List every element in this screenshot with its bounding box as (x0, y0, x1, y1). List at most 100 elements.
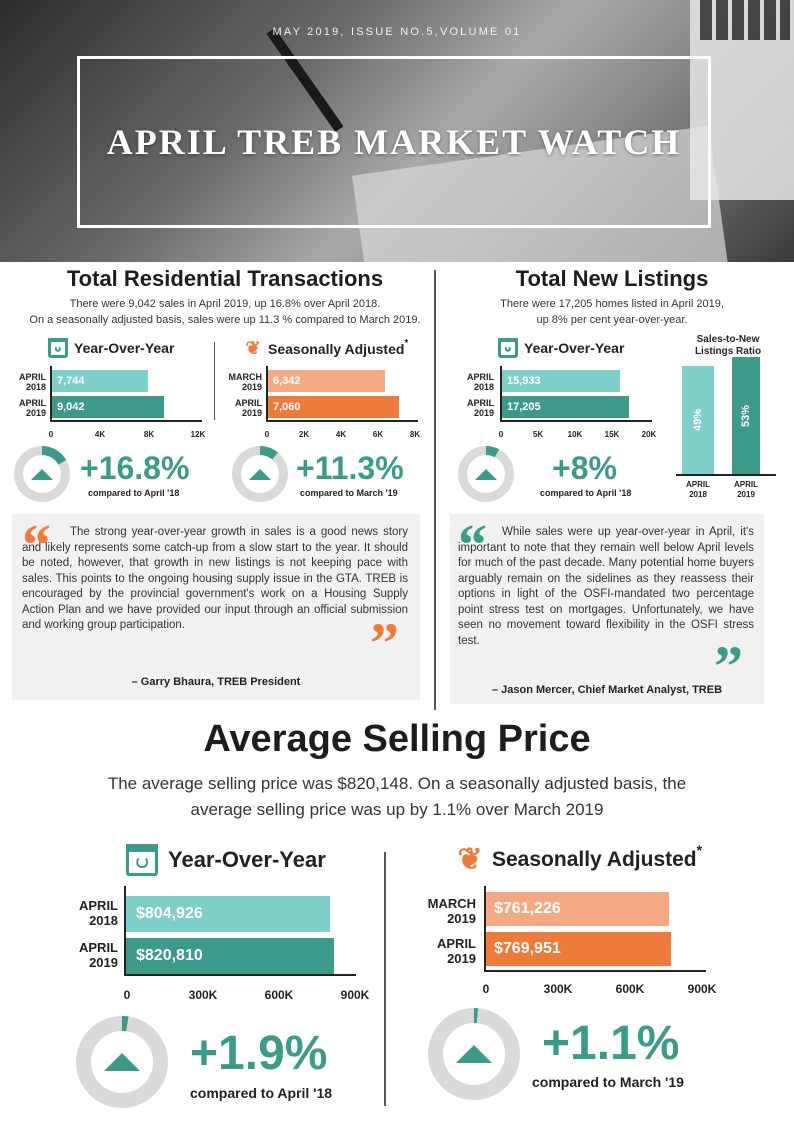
tr-sa-bar-april: 7,060 (268, 396, 399, 418)
title-frame: APRIL TREB MARKET WATCH (77, 56, 711, 228)
nl-yoy-tick: 5K (532, 430, 544, 439)
pr-sa-bar-april: $769,951 (486, 932, 671, 966)
tr-yoy-y-axis (50, 366, 52, 422)
pr-sa-x-axis (484, 970, 706, 972)
nl-yoy-bar-2019: 17,205 (502, 396, 629, 418)
tr-yoy-row2-label: APRIL 2019 (19, 398, 46, 418)
page-title: APRIL TREB MARKET WATCH (106, 122, 682, 162)
transactions-sa-heading-text: Seasonally Adjusted (268, 340, 405, 357)
tr-yoy-bar-2019: 9,042 (52, 396, 164, 418)
pr-sa-percent: +1.1% (542, 1017, 680, 1070)
tr-yoy-tick: 4K (94, 430, 106, 439)
leaf-icon: ❦ (245, 338, 261, 358)
nl-yoy-row1-label: APRIL 2018 (467, 372, 494, 392)
tr-yoy-tick: 0 (48, 430, 54, 439)
ratio-label-2019: APRIL 2019 (734, 480, 758, 499)
price-title: Average Selling Price (203, 718, 591, 760)
transactions-quote-text: The strong year-over-year growth in sale… (22, 526, 408, 631)
header-laptop-photo (690, 0, 794, 200)
tr-yoy-tick: 8K (143, 430, 155, 439)
calendar-icon (126, 844, 158, 876)
header-banner (0, 0, 794, 262)
ratio-bar-2019: 53% (732, 357, 760, 474)
tr-sa-percent: +11.3% (296, 450, 404, 486)
listings-subtitle-1: There were 17,205 homes listed in April … (500, 298, 724, 310)
pr-yoy-row1-label: APRIL 2018 (79, 898, 118, 928)
transactions-subtitle-2: On a seasonally adjusted basis, sales we… (29, 314, 421, 326)
pr-sa-row1-label: MARCH 2019 (427, 896, 476, 926)
tr-yoy-bar-2018: 7,744 (52, 370, 148, 392)
pr-sa-row2-label: APRIL 2019 (437, 936, 476, 966)
pr-yoy-compare: compared to April '18 (190, 1085, 333, 1101)
pr-yoy-tick: 300K (188, 988, 218, 1002)
nl-yoy-percent: +8% (552, 450, 617, 486)
listings-attribution: – Jason Mercer, Chief Market Analyst, TR… (491, 684, 723, 696)
ratio-label-2018: APRIL 2018 (686, 480, 710, 499)
tr-sa-donut (232, 446, 288, 502)
arrow-up-icon (31, 468, 53, 480)
nl-yoy-tick: 20K (641, 430, 657, 439)
pr-yoy-tick: 0 (123, 988, 131, 1002)
pr-sa-bar-march: $761,226 (486, 892, 669, 926)
price-subtitle-2: average selling price was up by 1.1% ove… (190, 800, 604, 819)
arrow-up-icon (104, 1053, 140, 1071)
price-subtitle-1: The average selling price was $820,148. … (107, 774, 687, 793)
transactions-subtitle-1: There were 9,042 sales in April 2019, up… (69, 298, 381, 310)
pr-sa-tick: 300K (543, 982, 573, 996)
tr-yoy-compare: compared to April '18 (88, 488, 180, 498)
transactions-quote-box (12, 514, 420, 700)
tr-sa-tick: 2K (298, 430, 310, 439)
tr-sa-compare: compared to March '19 (300, 488, 398, 498)
ratio-baseline (676, 474, 776, 476)
pr-sa-y-axis (484, 886, 486, 972)
listings-title: Total New Listings (515, 266, 709, 291)
tr-yoy-x-axis (50, 420, 202, 422)
tr-yoy-row1-label: APRIL 2018 (19, 372, 46, 392)
pr-yoy-x-axis (124, 974, 356, 976)
price-yoy-heading: Year-Over-Year (126, 844, 326, 876)
bottom-vertical-divider (384, 852, 386, 1106)
leaf-icon: ❦ (457, 843, 483, 876)
transactions-title: Total Residential Transactions (66, 266, 384, 291)
transactions-yoy-heading-text: Year-Over-Year (74, 340, 175, 356)
nl-yoy-row2-label: APRIL 2019 (467, 398, 494, 418)
price-sa-heading-text: Seasonally Adjusted (492, 847, 697, 871)
transactions-yoy-heading: Year-Over-Year (48, 338, 174, 358)
pr-sa-compare: compared to March '19 (532, 1074, 684, 1090)
nl-yoy-x-axis (500, 420, 652, 422)
close-quote-icon: ” (714, 634, 743, 699)
nl-yoy-tick: 15K (604, 430, 620, 439)
pr-yoy-row2-label: APRIL 2019 (79, 940, 118, 970)
calendar-icon (498, 338, 518, 358)
ratio-heading: Sales-to-New Listings Ratio (694, 334, 762, 357)
tr-sa-y-axis (266, 366, 268, 422)
transactions-sa-heading: ❦ Seasonally Adjusted * (242, 338, 408, 359)
nl-yoy-compare: compared to April '18 (540, 488, 632, 498)
tr-sa-tick: 8K (409, 430, 421, 439)
tr-sa-tick: 0 (264, 430, 270, 439)
listings-subtitle-2: up 8% per cent year-over-year. (536, 314, 688, 326)
nl-yoy-y-axis (500, 366, 502, 422)
tr-yoy-percent: +16.8% (80, 450, 190, 486)
ratio-bar-2018: 49% (682, 366, 714, 474)
nl-yoy-tick: 0 (498, 430, 504, 439)
pr-sa-tick: 600K (615, 982, 645, 996)
listings-yoy-heading-text: Year-Over-Year (524, 340, 625, 356)
arrow-up-icon (249, 468, 271, 480)
listings-quote-text: While sales were up year-over-year in Ap… (458, 526, 754, 647)
tr-yoy-tick: 12K (190, 430, 206, 439)
tr-yoy-donut (14, 446, 70, 502)
price-yoy-heading-text: Year-Over-Year (168, 847, 326, 872)
issue-line: MAY 2019, ISSUE NO.5,VOLUME 01 (272, 26, 522, 38)
tr-sa-bar-march: 6,342 (268, 370, 385, 392)
pr-yoy-tick: 900K (340, 988, 370, 1002)
pr-yoy-tick: 600K (264, 988, 294, 1002)
tr-sa-tick: 4K (335, 430, 347, 439)
nl-yoy-donut (458, 446, 514, 502)
tr-sa-x-axis (266, 420, 418, 422)
listings-yoy-heading: Year-Over-Year (498, 338, 624, 358)
calendar-icon (48, 338, 68, 358)
pr-yoy-percent: +1.9% (190, 1027, 328, 1080)
open-quote-icon: “ (458, 512, 487, 577)
arrow-up-icon (456, 1045, 492, 1063)
